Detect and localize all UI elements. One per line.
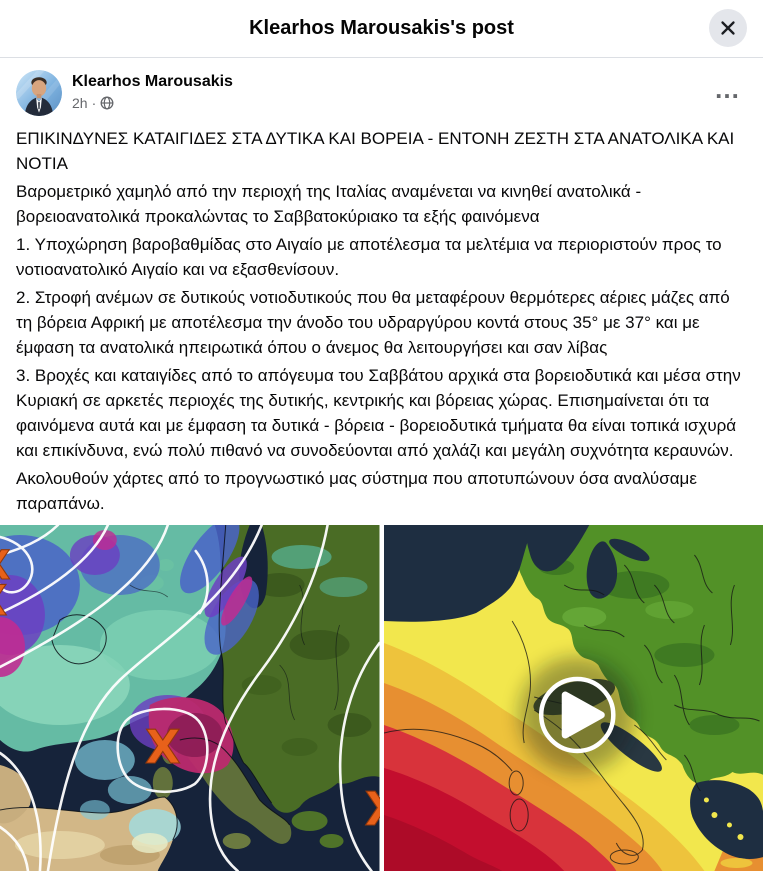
meta-separator: ·: [92, 94, 97, 112]
timestamp[interactable]: 2h: [72, 94, 88, 112]
media-left-precipitation-map[interactable]: X X X X: [0, 525, 380, 871]
x-marker-left-lower: X: [0, 576, 7, 625]
post-paragraph: Βαρομετρικό χαμηλό από την περιοχή της Ι…: [16, 179, 747, 229]
media-right-temperature-video[interactable]: [384, 525, 763, 871]
ellipsis-icon: …: [714, 74, 741, 104]
modal-header: Klearhos Marousakis's post: [0, 0, 763, 58]
post-meta: 2h ·: [72, 94, 233, 112]
globe-icon: [100, 96, 114, 110]
post-paragraph: Ακολουθούν χάρτες από το προγνωστικό μας…: [16, 466, 747, 516]
post-paragraph: 1. Υποχώρηση βαροβαθμίδας στο Αιγαίο με …: [16, 232, 747, 282]
x-marker-corsica: X: [145, 720, 180, 774]
precipitation-map-svg: X X X X: [0, 525, 380, 871]
author-name[interactable]: Klearhos Marousakis: [72, 72, 233, 92]
modal-title: Klearhos Marousakis's post: [249, 17, 514, 40]
x-marker-right-edge: X: [365, 782, 380, 836]
close-icon: [718, 18, 738, 38]
play-button[interactable]: [541, 679, 613, 751]
author-block: Klearhos Marousakis 2h ·: [72, 70, 233, 112]
more-options-button[interactable]: …: [708, 80, 747, 98]
avatar[interactable]: [16, 70, 62, 116]
post-text: ΕΠΙΚΙΝΔΥΝΕΣ ΚΑΤΑΙΓΙΔΕΣ ΣΤΑ ΔΥΤΙΚΑ ΚΑΙ ΒΟ…: [0, 116, 763, 525]
post-paragraph: 2. Στροφή ανέμων σε δυτικούς νοτιοδυτικο…: [16, 285, 747, 360]
post-paragraph: 3. Βροχές και καταιγίδες από το απόγευμα…: [16, 363, 747, 463]
avatar-portrait: [16, 70, 62, 116]
post-header: Klearhos Marousakis 2h · …: [0, 58, 763, 116]
close-button[interactable]: [709, 9, 747, 47]
post-paragraph-title: ΕΠΙΚΙΝΔΥΝΕΣ ΚΑΤΑΙΓΙΔΕΣ ΣΤΑ ΔΥΤΙΚΑ ΚΑΙ ΒΟ…: [16, 126, 747, 176]
temperature-map-svg: [384, 525, 763, 871]
post-media: X X X X: [0, 525, 763, 871]
